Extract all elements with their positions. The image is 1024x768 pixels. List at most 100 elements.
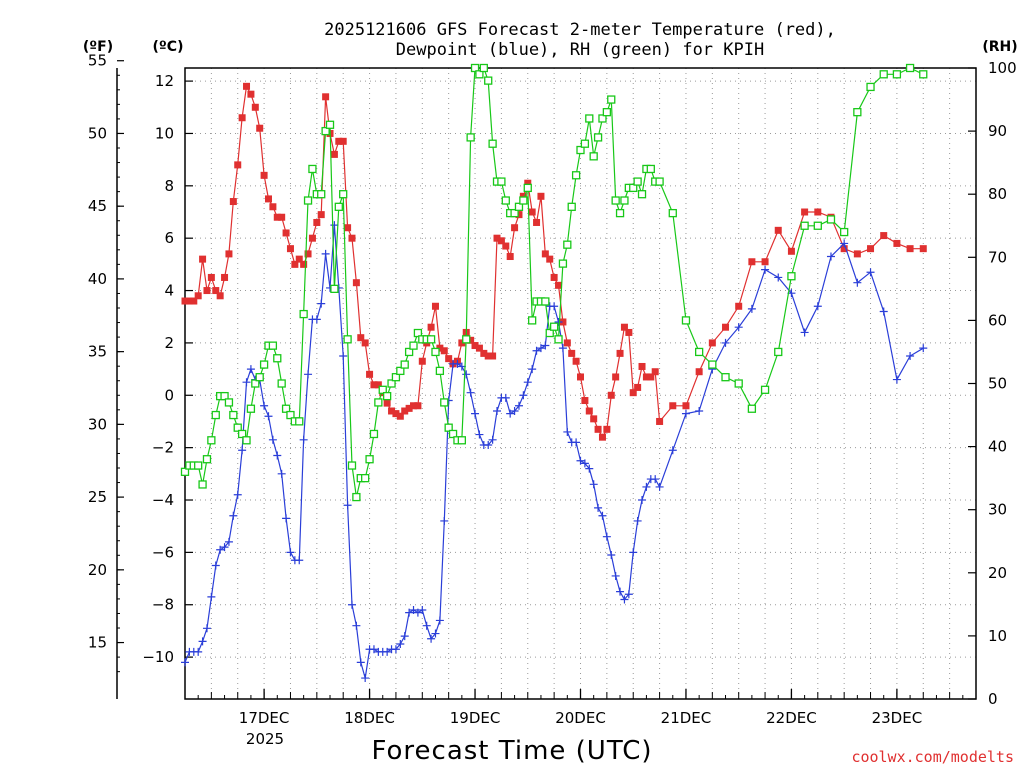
dewpoint-point xyxy=(514,401,523,410)
rh-point xyxy=(457,436,467,445)
temperature-point xyxy=(867,245,875,253)
rh-point xyxy=(180,467,190,476)
rh-point xyxy=(462,335,471,344)
temperature-point xyxy=(541,250,549,258)
temperature-point xyxy=(634,383,642,391)
temperature-point xyxy=(748,258,756,266)
temperature-point xyxy=(880,232,888,240)
temperature-point xyxy=(256,124,264,132)
rh-tick-label: 10 xyxy=(988,627,1007,645)
temperature-point xyxy=(225,250,233,258)
temperature-point xyxy=(647,373,655,381)
rh-point xyxy=(774,347,783,357)
temperature-point xyxy=(418,357,426,365)
rh-point xyxy=(352,492,361,502)
fahrenheit-tick-label: 35 xyxy=(88,343,107,361)
rh-point xyxy=(637,190,647,199)
dewpoint-point xyxy=(282,514,291,523)
dewpoint-point xyxy=(523,378,532,387)
celsius-tick-label: −10 xyxy=(142,648,174,666)
rh-point xyxy=(194,461,203,470)
dewpoint-point xyxy=(747,304,756,313)
dewpoint-point xyxy=(506,409,515,418)
x-tick-label: 19DEC xyxy=(450,709,501,727)
dewpoint-point xyxy=(879,307,888,316)
temperature-point xyxy=(515,211,523,219)
rh-point xyxy=(268,341,278,350)
dewpoint-point xyxy=(563,427,572,436)
temperature-point xyxy=(392,410,400,418)
temperature-point xyxy=(273,213,281,221)
rh-point xyxy=(475,70,484,79)
rh-point xyxy=(501,196,510,205)
temperature-point xyxy=(598,433,606,441)
dewpoint-point xyxy=(558,344,567,353)
x-tick-label: 23DEC xyxy=(872,709,923,727)
dewpoint-point xyxy=(400,632,409,641)
temperature-point xyxy=(475,344,483,352)
rh-point xyxy=(826,215,836,224)
rh-point xyxy=(620,196,629,205)
rh-point xyxy=(497,177,506,186)
dewpoint-point xyxy=(361,674,370,683)
rh-point xyxy=(277,379,286,388)
rh-point xyxy=(413,328,423,338)
dewpoint-point xyxy=(681,409,690,418)
rh-point xyxy=(365,455,374,464)
rh-point xyxy=(259,360,269,369)
credit-link[interactable]: coolwx.com/modelts xyxy=(851,748,1014,766)
x-tick-label: 17DEC xyxy=(239,709,290,727)
temperature-point xyxy=(436,344,444,352)
x-tick-label: 18DEC xyxy=(344,709,395,727)
temperature-point xyxy=(572,357,580,365)
temperature-point xyxy=(405,404,413,412)
fahrenheit-tick-label: 50 xyxy=(88,124,107,142)
temperature-point xyxy=(264,195,272,203)
dewpoint-point xyxy=(211,561,220,570)
temperature-point xyxy=(401,407,409,415)
dewpoint-point xyxy=(616,587,625,596)
dewpoint-point xyxy=(356,658,365,667)
temperature-point xyxy=(489,352,497,360)
rh-point xyxy=(545,328,554,338)
rh-point xyxy=(435,366,445,376)
temperature-point xyxy=(260,171,268,179)
dewpoint-point xyxy=(202,624,211,633)
fahrenheit-tick-label: 45 xyxy=(88,197,107,215)
dewpoint-point xyxy=(488,435,497,444)
temperature-point xyxy=(840,245,848,253)
dewpoint-point xyxy=(405,608,414,617)
rh-point xyxy=(598,114,607,123)
temperature-point xyxy=(185,297,193,305)
dewpoint-point xyxy=(343,501,352,510)
temperature-point xyxy=(774,226,782,234)
dewpoint-point xyxy=(418,605,427,614)
rh-point xyxy=(563,240,572,249)
dewpoint-point xyxy=(453,359,462,368)
rh-point xyxy=(448,429,458,439)
dewpoint-point xyxy=(440,516,449,525)
dewpoint-point xyxy=(572,438,581,447)
rh-point xyxy=(541,297,550,306)
celsius-tick-label: 4 xyxy=(164,282,174,300)
rh-point xyxy=(334,202,343,211)
dewpoint-point xyxy=(435,616,444,625)
rh-point xyxy=(593,133,603,142)
temperature-point xyxy=(199,255,207,263)
dewpoint-point xyxy=(207,592,216,601)
dewpoint-point xyxy=(541,341,550,350)
temperature-point xyxy=(546,255,554,263)
rh-point xyxy=(519,196,528,205)
rh-point xyxy=(361,473,370,483)
dewpoint-point xyxy=(246,365,255,374)
rh-point xyxy=(207,436,216,445)
rh-point xyxy=(567,202,576,211)
dewpoint-point xyxy=(501,393,510,402)
dewpoint-point xyxy=(422,621,431,630)
rh-point xyxy=(695,347,704,357)
dewpoint-point xyxy=(413,608,422,617)
dewpoint-point xyxy=(668,446,677,455)
rh-point xyxy=(220,391,229,401)
dewpoint-point xyxy=(471,409,480,418)
temperature-point xyxy=(300,260,308,268)
